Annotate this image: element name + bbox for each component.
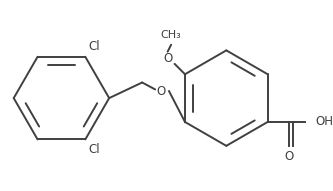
Text: Cl: Cl [89,40,101,53]
Text: Cl: Cl [89,143,101,156]
Text: O: O [285,150,294,163]
Text: CH₃: CH₃ [161,30,181,40]
Text: OH: OH [315,116,333,129]
Text: O: O [157,85,166,98]
Text: O: O [163,52,172,65]
